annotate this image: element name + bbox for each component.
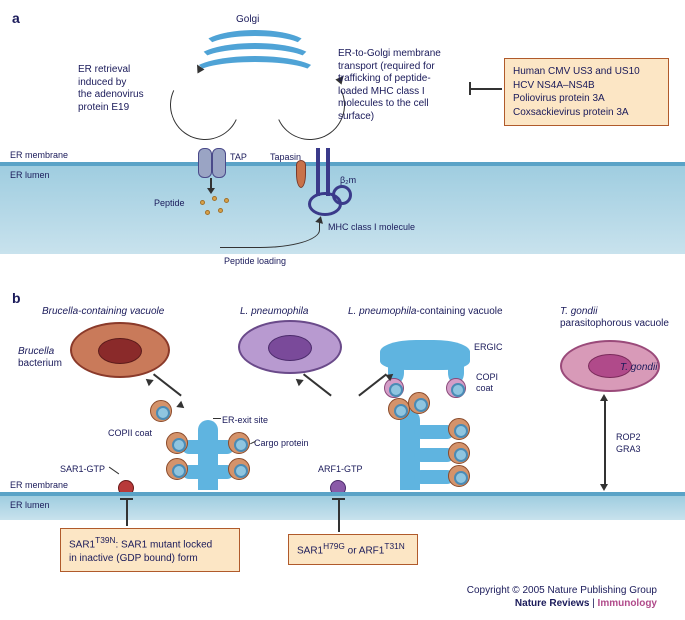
copii-vesicle	[150, 400, 172, 422]
copii-vesicle	[166, 432, 188, 454]
copii-label: COPII coat	[108, 428, 152, 438]
er-retrieval-text: ER retrievalinduced bythe adenovirusprot…	[78, 64, 178, 114]
dbl-arrow	[303, 373, 332, 396]
dbl-arrow-v	[604, 398, 606, 486]
arf1-label: ARF1-GTP	[318, 464, 363, 474]
ergic-label: ERGIC	[474, 342, 503, 352]
dbl-arrow	[358, 373, 387, 396]
mhc-label: MHC class I molecule	[328, 222, 415, 232]
peptide-dot	[224, 198, 229, 203]
tap-label: TAP	[230, 152, 247, 162]
lpneumo-label: L. pneumophila	[240, 306, 308, 317]
copii-vesicle	[388, 398, 410, 420]
arrow-head	[600, 394, 608, 401]
inhibitor-line	[470, 88, 502, 90]
tapasin-label: Tapasin	[270, 152, 301, 162]
mhc-stem	[316, 148, 320, 196]
arrow-head	[600, 484, 608, 491]
lpneumo-inner	[268, 335, 312, 361]
t-bar	[469, 82, 471, 95]
copi-vesicle	[384, 378, 404, 398]
tap-channel	[198, 148, 212, 178]
er-exit-label: ER-exit site	[222, 415, 268, 425]
viral-box-1: Human CMV US3 and US10HCV NS4A–NS4BPolio…	[504, 58, 669, 126]
er-lumen-label-a: ER lumen	[10, 170, 50, 180]
copii-vesicle	[166, 458, 188, 480]
er-lumen-label-b: ER lumen	[10, 500, 50, 510]
er-membrane-label-a: ER membrane	[10, 150, 68, 160]
tgondii-label: T. gondii	[620, 362, 657, 373]
mhc-domain	[332, 185, 352, 205]
peptide-dot	[212, 196, 217, 201]
arrow-head	[293, 376, 303, 387]
copii-vesicle	[448, 418, 470, 440]
er-lumen-b	[0, 496, 685, 520]
mhc-stem	[326, 148, 330, 196]
inhibitor-line	[126, 498, 128, 526]
copii-vesicle	[228, 458, 250, 480]
arrow-head	[176, 401, 186, 412]
er-exit-branch	[182, 440, 234, 454]
panel-a-label: a	[12, 10, 20, 26]
leader	[109, 467, 119, 475]
copi-label: COPIcoat	[476, 372, 498, 394]
er-exit-branch	[182, 465, 234, 479]
brucella-label: Brucellabacterium	[18, 346, 68, 370]
er-exit-left	[198, 420, 218, 490]
panel-b-label: b	[12, 290, 21, 306]
inhibitor-line	[338, 498, 340, 532]
leader	[213, 418, 221, 419]
t-bar	[120, 498, 133, 500]
peptide-dot	[200, 200, 205, 205]
peptide-loading-label: Peptide loading	[224, 256, 286, 266]
rop2-label: ROP2GRA3	[616, 432, 641, 455]
copi-vesicle	[446, 378, 466, 398]
copii-vesicle	[448, 465, 470, 487]
cargo-label: Cargo protein	[254, 438, 309, 448]
arrow-head	[143, 376, 153, 387]
dbl-arrow	[153, 373, 182, 396]
arf1-box: SAR1H79G or ARF1T31N	[288, 534, 418, 565]
lpneumo-vac-label: L. pneumophila-containing vacuole	[348, 306, 503, 317]
tap-channel	[212, 148, 226, 178]
peptide-dot	[218, 208, 223, 213]
copii-vesicle	[448, 442, 470, 464]
b2m-label: β₂m	[340, 175, 356, 185]
brucella-inner	[98, 338, 142, 364]
copii-vesicle	[228, 432, 250, 454]
peptide-label: Peptide	[154, 198, 185, 208]
tapasin	[296, 160, 306, 188]
er-membrane-label-b: ER membrane	[10, 480, 68, 490]
copii-vesicle	[408, 392, 430, 414]
tgondii-vac-label: T. gondiiparasitophorous vacuole	[560, 306, 680, 330]
journal-credit: Nature Reviews | Immunology	[515, 598, 657, 609]
sar1-label: SAR1-GTP	[60, 464, 105, 474]
sar1-box: SAR1T39N: SAR1 mutant lockedin inactive …	[60, 528, 240, 572]
golgi-label: Golgi	[236, 14, 259, 25]
brucella-vac-label: Brucella-containing vacuole	[42, 306, 164, 317]
peptide-dot	[205, 210, 210, 215]
t-bar	[332, 498, 345, 500]
er-to-golgi-text: ER-to-Golgi membranetransport (required …	[338, 48, 473, 123]
copyright: Copyright © 2005 Nature Publishing Group	[467, 585, 657, 596]
arrow-head	[207, 188, 215, 194]
